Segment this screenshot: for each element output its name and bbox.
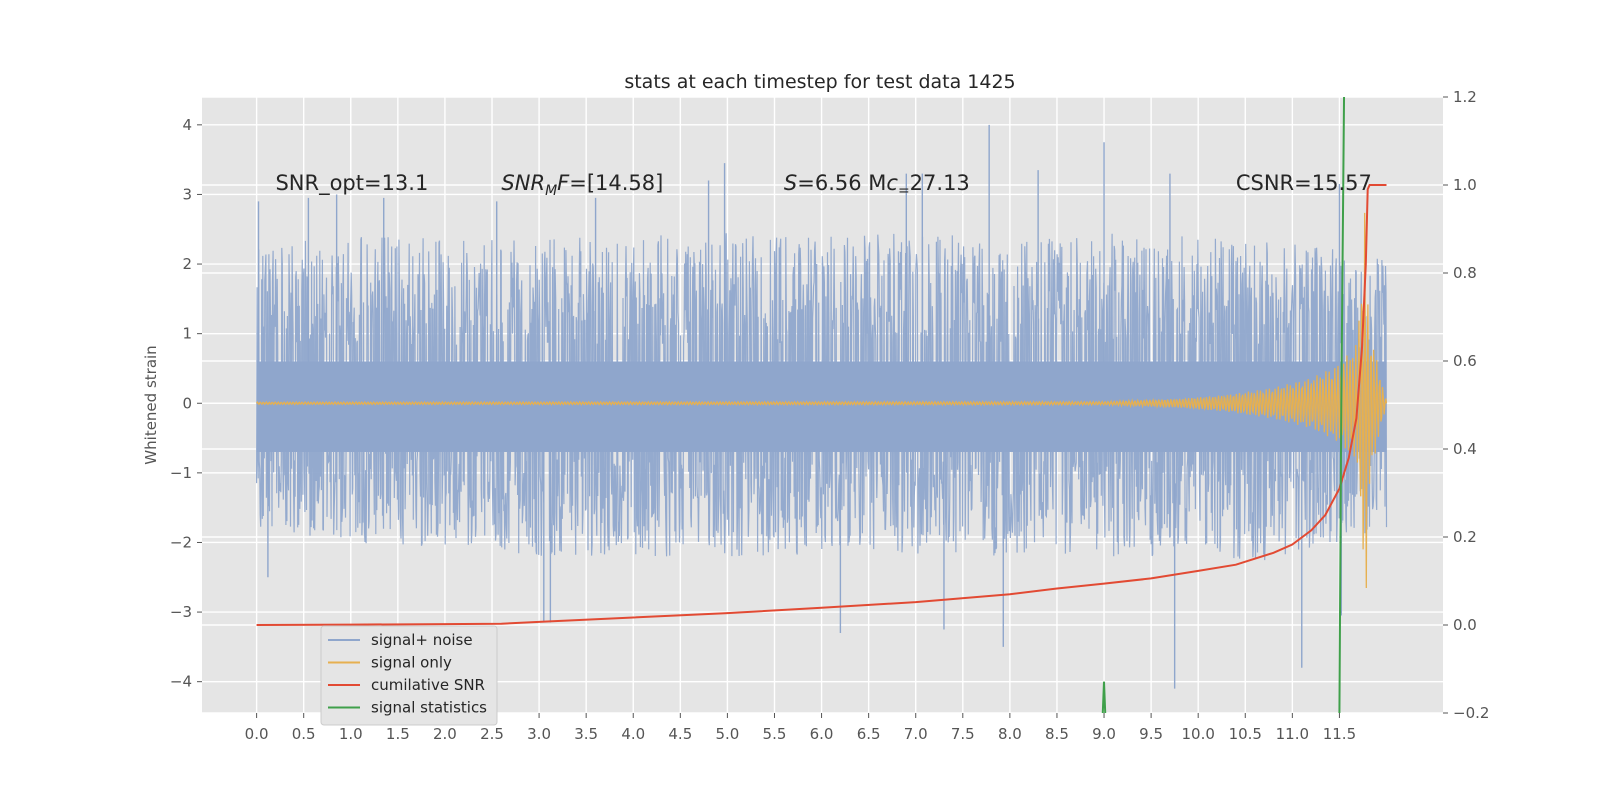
series-layer — [256, 97, 1388, 713]
annotations: SNR_opt=13.1 SNRMF=[14.58] S=6.56 Mc=27.13… — [275, 171, 1371, 199]
x-tick-label: 5.0 — [715, 725, 739, 743]
y-tick-label-left: 1 — [182, 325, 192, 343]
y-tick-label-right: 0.2 — [1453, 528, 1477, 546]
y-tick-label-left: −3 — [170, 603, 192, 621]
annotation-s-mc: S=6.56 Mc=27.13 — [784, 171, 970, 199]
y-tick-label-left: −4 — [170, 673, 192, 691]
legend: signal+ noise signal only cumilative SNR si… — [320, 625, 498, 726]
y-tick-label-right: 1.0 — [1453, 176, 1477, 194]
x-tick-label: 4.5 — [668, 725, 692, 743]
y-tick-label-right: 0.6 — [1453, 352, 1477, 370]
x-tick-label: 0.0 — [245, 725, 269, 743]
y-tick-label-right: 1.2 — [1453, 88, 1477, 106]
x-tick-label: 7.5 — [951, 725, 975, 743]
y-tick-label-right: 0.0 — [1453, 616, 1477, 634]
x-tick-label: 9.5 — [1139, 725, 1163, 743]
series-signal-statistics-b — [1338, 97, 1346, 713]
y-tick-label-left: −1 — [170, 464, 192, 482]
x-tick-label: 11.5 — [1323, 725, 1356, 743]
x-tick-label: 6.5 — [857, 725, 881, 743]
right-axis: −0.2 0.0 0.2 0.4 0.6 0.8 1.0 1.2 — [1443, 88, 1489, 722]
series-signal-statistics-a — [1101, 681, 1107, 713]
annotation-snr-opt: SNR_opt=13.1 — [275, 171, 428, 196]
legend-box — [320, 625, 498, 726]
series-cumulative-snr — [256, 184, 1387, 626]
x-tick-label: 11.0 — [1276, 725, 1309, 743]
x-tick-label: 5.5 — [763, 725, 787, 743]
annotation-snr-mf: SNRMF=[14.58] — [501, 171, 663, 199]
left-axis-label: Whitened strain — [142, 345, 160, 464]
x-tick-label: 4.0 — [621, 725, 645, 743]
x-tick-label: 7.0 — [904, 725, 928, 743]
x-tick-label: 3.0 — [527, 725, 551, 743]
legend-label: signal only — [371, 654, 452, 672]
x-tick-label: 1.0 — [339, 725, 363, 743]
y-tick-label-right: 0.8 — [1453, 264, 1477, 282]
legend-label: cumilative SNR — [371, 676, 485, 694]
left-axis: −4 −3 −2 −1 0 1 2 3 4 — [170, 116, 202, 691]
x-tick-label: 2.0 — [433, 725, 457, 743]
x-tick-label: 10.0 — [1181, 725, 1214, 743]
y-tick-label-right: 0.4 — [1453, 440, 1477, 458]
x-axis: 0.0 0.5 1.0 1.5 2.0 2.5 3.0 3.5 4.0 4.5 5.0 5.5 6.0 6… — [245, 713, 1356, 743]
chart-title: stats at each timestep for test data 142… — [624, 71, 1015, 93]
y-tick-label-left: 4 — [182, 116, 192, 134]
x-tick-label: 2.5 — [480, 725, 504, 743]
x-tick-label: 6.0 — [810, 725, 834, 743]
y-tick-label-left: 2 — [182, 255, 192, 273]
x-tick-label: 1.5 — [386, 725, 410, 743]
y-tick-label-left: 3 — [182, 185, 192, 203]
y-tick-label-right: −0.2 — [1453, 704, 1489, 722]
legend-label: signal+ noise — [371, 631, 473, 649]
y-tick-label-left: −2 — [170, 533, 192, 551]
x-tick-label: 8.0 — [998, 725, 1022, 743]
annotation-csnr: CSNR=15.57 — [1236, 171, 1372, 195]
y-tick-label-left: 0 — [182, 394, 192, 412]
series-signal-only — [256, 212, 1388, 589]
x-tick-label: 3.5 — [574, 725, 598, 743]
x-tick-label: 10.5 — [1229, 725, 1262, 743]
x-tick-label: 0.5 — [292, 725, 316, 743]
x-tick-label: 9.0 — [1092, 725, 1116, 743]
x-tick-label: 8.5 — [1045, 725, 1069, 743]
legend-label: signal statistics — [371, 699, 487, 717]
